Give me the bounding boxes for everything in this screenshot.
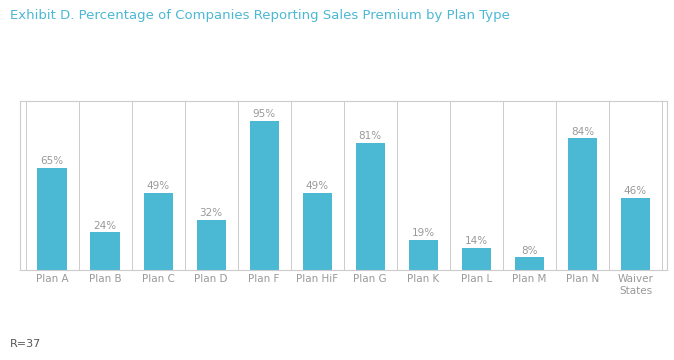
Text: 65%: 65% xyxy=(40,156,63,166)
Text: 32%: 32% xyxy=(200,208,222,218)
Bar xyxy=(408,240,438,270)
Bar xyxy=(515,257,544,270)
Text: 46%: 46% xyxy=(624,186,647,196)
Bar xyxy=(144,193,173,270)
Text: 49%: 49% xyxy=(306,181,329,192)
Text: 84%: 84% xyxy=(571,126,594,136)
Bar xyxy=(249,121,279,270)
Bar xyxy=(197,220,226,270)
Text: 14%: 14% xyxy=(465,236,488,246)
Text: 49%: 49% xyxy=(146,181,170,192)
Text: 19%: 19% xyxy=(412,228,435,238)
Text: 95%: 95% xyxy=(253,109,276,119)
Text: Exhibit D. Percentage of Companies Reporting Sales Premium by Plan Type: Exhibit D. Percentage of Companies Repor… xyxy=(10,9,510,22)
Text: R=37: R=37 xyxy=(10,339,41,349)
Bar xyxy=(621,198,650,270)
Bar xyxy=(356,143,385,270)
Bar xyxy=(462,248,491,270)
Bar xyxy=(303,193,332,270)
Bar xyxy=(90,233,120,270)
Bar xyxy=(38,168,67,270)
Bar xyxy=(568,138,597,270)
Text: 24%: 24% xyxy=(94,221,117,230)
Text: 8%: 8% xyxy=(521,246,538,256)
Text: 81%: 81% xyxy=(359,131,381,141)
